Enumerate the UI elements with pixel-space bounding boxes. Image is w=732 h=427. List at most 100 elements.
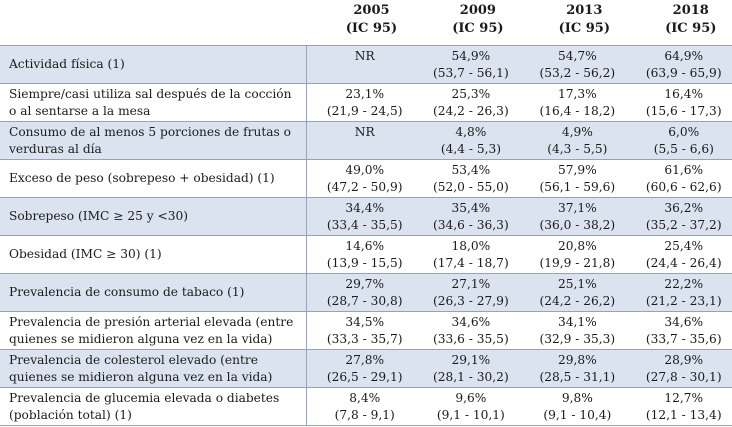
- confidence-interval: (16,4 - 18,2): [539, 103, 616, 118]
- header-ci: (IC 95): [665, 21, 717, 36]
- value-cell: 53,4% (52,0 - 55,0): [412, 159, 520, 198]
- confidence-interval: (9,1 - 10,4): [543, 407, 612, 422]
- value-cell: 27,1% (26,3 - 27,9): [412, 273, 520, 312]
- header-year: 2013: [566, 3, 603, 18]
- value-cell: 34,6% (33,7 - 35,6): [625, 311, 732, 350]
- value-cell: 8,4% (7,8 - 9,1): [306, 387, 413, 426]
- prevalence-value: NR: [354, 125, 375, 139]
- prevalence-value: 53,4%: [451, 162, 491, 177]
- prevalence-value: 25,1%: [557, 276, 597, 291]
- prevalence-value: 34,6%: [451, 314, 491, 329]
- row-label: Prevalencia de presión arterial elevada …: [0, 311, 307, 350]
- value-cell: 23,1% (21,9 - 24,5): [306, 83, 413, 122]
- table-row: Actividad física (1) NR 54,9% (53,7 - 56,1)…: [0, 45, 732, 84]
- prevalence-value: 27,1%: [451, 276, 491, 291]
- confidence-interval: (7,8 - 9,1): [334, 407, 395, 422]
- header-year-2009: 2009 (IC 95): [412, 0, 520, 46]
- confidence-interval: (28,5 - 31,1): [539, 369, 616, 384]
- confidence-interval: (4,4 - 5,3): [440, 141, 501, 156]
- prevalence-value: 6,0%: [668, 124, 700, 139]
- confidence-interval: (13,9 - 15,5): [326, 255, 403, 270]
- row-label: Consumo de al menos 5 porciones de fruta…: [0, 121, 307, 160]
- confidence-interval: (5,5 - 6,6): [653, 141, 714, 156]
- prevalence-value: 20,8%: [557, 238, 597, 253]
- confidence-interval: (17,4 - 18,7): [433, 255, 509, 270]
- value-cell: 4,8% (4,4 - 5,3): [412, 121, 520, 160]
- confidence-interval: (21,2 - 23,1): [645, 293, 722, 308]
- prevalence-value: 25,3%: [451, 86, 491, 101]
- confidence-interval: (28,1 - 30,2): [433, 369, 509, 384]
- value-cell: 28,9% (27,8 - 30,1): [625, 349, 732, 388]
- table-row: Obesidad (IMC ≥ 30) (1) 14,6% (13,9 - 15,5…: [0, 235, 732, 274]
- confidence-interval: (12,1 - 13,4): [645, 407, 722, 422]
- confidence-interval: (32,9 - 35,3): [539, 331, 616, 346]
- prevalence-value: 4,9%: [561, 124, 593, 139]
- value-cell: 35,4% (34,6 - 36,3): [412, 197, 520, 236]
- header-row: 2005 (IC 95) 2009 (IC 95) 2013 (IC 95) 2…: [0, 0, 732, 46]
- confidence-interval: (21,9 - 24,5): [326, 103, 403, 118]
- confidence-interval: (15,6 - 17,3): [645, 103, 722, 118]
- row-label: Siempre/casi utiliza sal después de la c…: [0, 83, 307, 122]
- prevalence-value: 9,6%: [455, 390, 487, 405]
- value-cell: 22,2% (21,2 - 23,1): [625, 273, 732, 312]
- prevalence-value: 54,9%: [451, 48, 491, 63]
- value-cell: 34,1% (32,9 - 35,3): [519, 311, 626, 350]
- header-ci: (IC 95): [345, 21, 398, 36]
- prevalence-value: 17,3%: [557, 86, 597, 101]
- confidence-interval: (36,0 - 38,2): [539, 217, 616, 232]
- confidence-interval: (60,6 - 62,6): [645, 179, 722, 194]
- prevalence-value: 34,4%: [345, 200, 385, 215]
- table-row: Consumo de al menos 5 porciones de fruta…: [0, 121, 732, 160]
- prevalence-value: 57,9%: [557, 162, 597, 177]
- header-year: 2018: [672, 3, 709, 18]
- confidence-interval: (24,4 - 26,4): [645, 255, 722, 270]
- prevalence-value: 18,0%: [451, 238, 491, 253]
- value-cell: 4,9% (4,3 - 5,5): [519, 121, 626, 160]
- header-year: 2005: [353, 3, 390, 18]
- prevalence-value: 16,4%: [664, 86, 704, 101]
- row-label: Obesidad (IMC ≥ 30) (1): [0, 235, 307, 274]
- table-row: Exceso de peso (sobrepeso + obesidad) (1…: [0, 159, 732, 198]
- prevalence-value: 34,5%: [345, 314, 385, 329]
- prevalence-value: 49,0%: [345, 162, 385, 177]
- prevalence-value: 4,8%: [455, 124, 487, 139]
- confidence-interval: (27,8 - 30,1): [645, 369, 722, 384]
- table-header: 2005 (IC 95) 2009 (IC 95) 2013 (IC 95) 2…: [0, 0, 732, 46]
- value-cell: 36,2% (35,2 - 37,2): [625, 197, 732, 236]
- row-label: Prevalencia de colesterol elevado (entre…: [0, 349, 307, 388]
- header-year-2013: 2013 (IC 95): [519, 0, 626, 46]
- prevalence-value: 37,1%: [557, 200, 597, 215]
- value-cell: 25,3% (24,2 - 26,3): [412, 83, 520, 122]
- row-label: Actividad física (1): [0, 45, 307, 84]
- confidence-interval: (9,1 - 10,1): [436, 407, 505, 422]
- row-label: Prevalencia de consumo de tabaco (1): [0, 273, 307, 312]
- value-cell: 12,7% (12,1 - 13,4): [625, 387, 732, 426]
- value-cell: 37,1% (36,0 - 38,2): [519, 197, 626, 236]
- confidence-interval: (26,3 - 27,9): [433, 293, 509, 308]
- value-cell: 64,9% (63,9 - 65,9): [625, 45, 732, 84]
- header-ci: (IC 95): [558, 21, 610, 36]
- prevalence-value: 64,9%: [664, 48, 704, 63]
- prevalence-value: 25,4%: [664, 238, 704, 253]
- value-cell: 6,0% (5,5 - 6,6): [625, 121, 732, 160]
- header-ci: (IC 95): [452, 21, 504, 36]
- value-cell: 9,6% (9,1 - 10,1): [412, 387, 520, 426]
- confidence-interval: (53,2 - 56,2): [539, 65, 616, 80]
- header-label-column: [0, 0, 307, 46]
- prevalence-value: 29,1%: [451, 352, 491, 367]
- prevalence-value: 27,8%: [345, 352, 385, 367]
- confidence-interval: (33,3 - 35,7): [326, 331, 403, 346]
- header-year: 2009: [459, 3, 496, 18]
- confidence-interval: (24,2 - 26,2): [539, 293, 616, 308]
- value-cell: 25,4% (24,4 - 26,4): [625, 235, 732, 274]
- confidence-interval: (34,6 - 36,3): [433, 217, 509, 232]
- confidence-interval: (4,3 - 5,5): [547, 141, 608, 156]
- value-cell: 29,1% (28,1 - 30,2): [412, 349, 520, 388]
- confidence-interval: (28,7 - 30,8): [326, 293, 403, 308]
- value-cell: 49,0% (47,2 - 50,9): [306, 159, 413, 198]
- value-cell: 14,6% (13,9 - 15,5): [306, 235, 413, 274]
- table-row: Prevalencia de glucemia elevada o diabet…: [0, 387, 732, 426]
- table-row: Prevalencia de presión arterial elevada …: [0, 311, 732, 350]
- value-cell: 20,8% (19,9 - 21,8): [519, 235, 626, 274]
